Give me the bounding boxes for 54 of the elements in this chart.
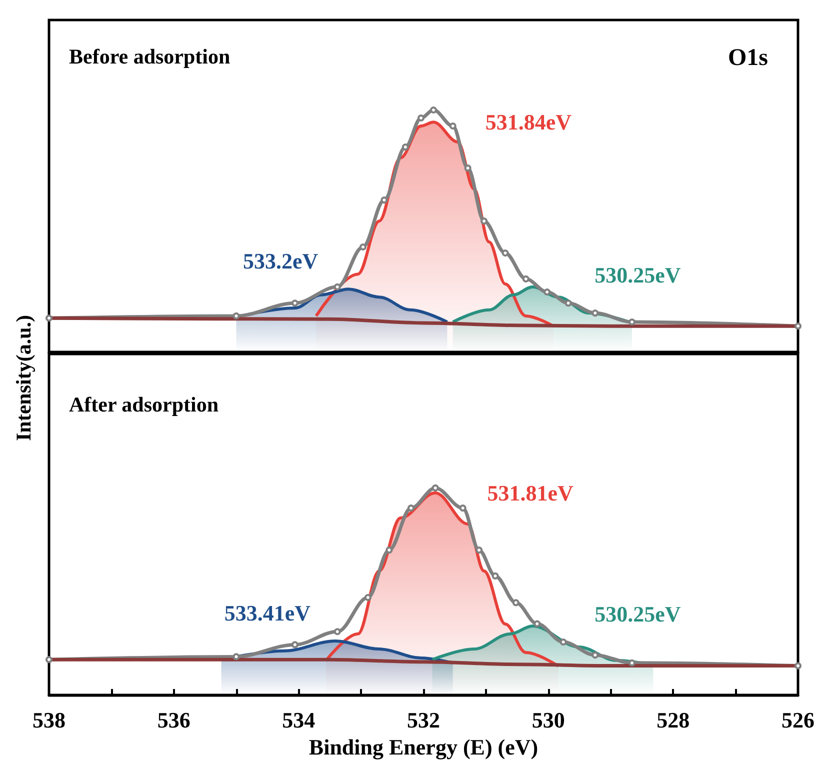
- point: [628, 659, 636, 666]
- point: [380, 196, 388, 204]
- point: [464, 164, 472, 172]
- series-label: 531.84eV: [485, 110, 572, 135]
- x-tick-label: 538: [32, 708, 66, 732]
- x-tick-label: 536: [157, 708, 190, 732]
- point: [430, 106, 437, 114]
- point: [534, 620, 541, 628]
- point: [418, 114, 425, 122]
- series-label: 530.25eV: [594, 262, 681, 288]
- point: [291, 641, 298, 648]
- point: [291, 300, 298, 307]
- x-tick-label: 534: [282, 708, 316, 732]
- point: [794, 662, 802, 670]
- point: [522, 275, 530, 282]
- point: [492, 572, 499, 580]
- point: [476, 546, 483, 554]
- point: [232, 653, 240, 660]
- point: [459, 504, 466, 512]
- point: [480, 218, 488, 225]
- point: [449, 122, 456, 130]
- series-label: 533.2eV: [243, 248, 318, 274]
- text: Before adsorption: [69, 44, 231, 68]
- point: [359, 243, 366, 250]
- point: [364, 594, 372, 601]
- series-label: 530.25eV: [594, 602, 681, 627]
- point: [794, 322, 802, 330]
- text: After adsorption: [69, 392, 219, 416]
- point: [386, 546, 393, 554]
- point: [408, 504, 415, 512]
- point: [592, 652, 599, 659]
- point: [232, 312, 240, 320]
- point: [334, 628, 341, 636]
- point: [628, 318, 636, 326]
- y-axis-title: Intensity(a.u.): [12, 314, 36, 442]
- series-label: 531.81eV: [487, 480, 574, 506]
- point: [512, 599, 520, 606]
- point: [46, 314, 52, 322]
- point: [592, 310, 599, 317]
- x-tick-label: 532: [407, 708, 440, 732]
- text: O1s: [728, 45, 768, 71]
- x-tick-label: 526: [782, 708, 814, 732]
- point: [544, 288, 551, 296]
- point: [432, 484, 439, 492]
- point: [502, 250, 509, 257]
- point: [402, 144, 409, 151]
- point: [46, 656, 52, 664]
- point: [564, 300, 572, 307]
- x-tick-label: 528: [656, 708, 690, 732]
- point: [334, 283, 341, 290]
- point: [560, 638, 567, 646]
- x-tick-label: 530: [532, 708, 565, 732]
- x-axis-title: Binding Energy (E) (eV): [308, 734, 538, 760]
- series-label: 533.41eV: [224, 600, 311, 626]
